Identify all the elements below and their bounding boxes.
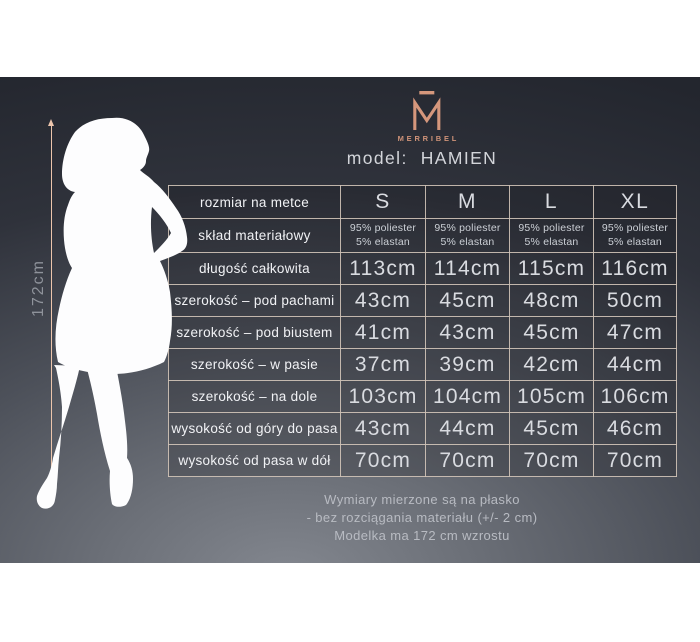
table-row: wysokość od góry do pasa 43cm 44cm 45cm 46cm <box>168 412 677 445</box>
composition-cell: 95% poliester 5% elastan <box>340 218 426 253</box>
composition-line: 95% poliester <box>518 221 585 234</box>
model-title-value: HAMIEN <box>420 148 498 168</box>
brand-name: MERRIBEL <box>397 134 460 143</box>
measurement-cell: 114cm <box>425 252 510 285</box>
composition-line: 5% elastan <box>356 235 410 248</box>
row-label: wysokość od góry do pasa <box>168 412 341 445</box>
composition-cell: 95% poliester 5% elastan <box>425 218 510 253</box>
note-line: - bez rozciągania materiału (+/- 2 cm) <box>306 510 538 526</box>
size-table: rozmiar na metce S M L XL skład materiałowy 95… <box>168 185 677 477</box>
measurement-cell: 50cm <box>593 284 677 317</box>
measurement-cell: 70cm <box>509 444 594 477</box>
composition-line: 95% poliester <box>349 221 417 234</box>
row-label: szerokość – na dole <box>168 380 341 413</box>
measurement-cell: 45cm <box>509 412 594 445</box>
model-height-label: 172cm <box>30 258 47 318</box>
measurement-cell: 43cm <box>340 284 426 317</box>
composition-cell: 95% poliester 5% elastan <box>509 218 594 253</box>
measurement-cell: 106cm <box>593 380 677 413</box>
row-label: wysokość od pasa w dół <box>168 444 341 477</box>
row-label: szerokość – w pasie <box>168 348 341 381</box>
composition-line: 95% poliester <box>434 221 501 234</box>
composition-line: 5% elastan <box>440 235 495 248</box>
size-header-cell: S <box>340 185 426 219</box>
measurement-cell: 105cm <box>509 380 594 413</box>
measurement-cell: 116cm <box>593 252 677 285</box>
model-title: model: HAMIEN <box>168 148 676 169</box>
row-label: skład materiałowy <box>168 218 341 253</box>
measurement-cell: 37cm <box>340 348 426 381</box>
composition-line: 5% elastan <box>524 235 579 248</box>
measurement-cell: 70cm <box>593 444 677 477</box>
row-label: szerokość – pod pachami <box>168 284 341 317</box>
size-header-cell: M <box>425 185 510 219</box>
composition-row: skład materiałowy 95% poliester 5% elastan… <box>168 218 677 253</box>
table-row: wysokość od pasa w dół 70cm 70cm 70cm 70cm <box>168 444 677 477</box>
measurement-cell: 46cm <box>593 412 677 445</box>
brand-logo: MERRIBEL <box>395 90 459 143</box>
measurement-cell: 70cm <box>340 444 426 477</box>
size-header-cell: XL <box>593 185 677 219</box>
measurement-cell: 43cm <box>425 316 510 349</box>
measurement-cell: 48cm <box>509 284 594 317</box>
composition-line: 95% poliester <box>601 221 669 234</box>
measurement-cell: 42cm <box>509 348 594 381</box>
measurement-note: Wymiary mierzone są na płasko - bez rozci… <box>168 491 676 546</box>
arrow-line <box>51 122 52 503</box>
measurement-cell: 44cm <box>593 348 677 381</box>
background-panel: 172cm MERRIBEL model: HAMIEN rozmiar na m… <box>0 77 700 563</box>
measurement-cell: 47cm <box>593 316 677 349</box>
table-row: szerokość – na dole 103cm 104cm 105cm 106cm <box>168 380 677 413</box>
arrow-down-icon <box>48 499 54 506</box>
table-row: długość całkowita 113cm 114cm 115cm 116cm <box>168 252 677 285</box>
size-header-cell: L <box>509 185 594 219</box>
measurement-cell: 115cm <box>509 252 594 285</box>
measurement-cell: 44cm <box>425 412 510 445</box>
row-label: rozmiar na metce <box>168 185 341 219</box>
composition-line: 5% elastan <box>608 235 662 248</box>
measurement-cell: 45cm <box>425 284 510 317</box>
measurement-cell: 45cm <box>509 316 594 349</box>
measurement-cell: 70cm <box>425 444 510 477</box>
measurement-cell: 103cm <box>340 380 426 413</box>
table-row: szerokość – pod biustem 41cm 43cm 45cm 47cm <box>168 316 677 349</box>
composition-cell: 95% poliester 5% elastan <box>593 218 677 253</box>
measurement-cell: 104cm <box>425 380 510 413</box>
model-title-label: model: <box>346 148 408 168</box>
table-row: szerokość – pod pachami 43cm 45cm 48cm 50cm <box>168 284 677 317</box>
table-row: szerokość – w pasie 37cm 39cm 42cm 44cm <box>168 348 677 381</box>
note-line: Modelka ma 172 cm wzrostu <box>334 528 510 544</box>
note-line: Wymiary mierzone są na płasko <box>324 492 520 507</box>
brand-m-icon <box>413 91 441 130</box>
measurement-cell: 41cm <box>340 316 426 349</box>
row-label: szerokość – pod biustem <box>168 316 341 349</box>
measurement-cell: 113cm <box>340 252 426 285</box>
row-label: długość całkowita <box>168 252 341 285</box>
table-header-row: rozmiar na metce S M L XL <box>168 185 677 219</box>
measurement-cell: 39cm <box>425 348 510 381</box>
measurement-cell: 43cm <box>340 412 426 445</box>
